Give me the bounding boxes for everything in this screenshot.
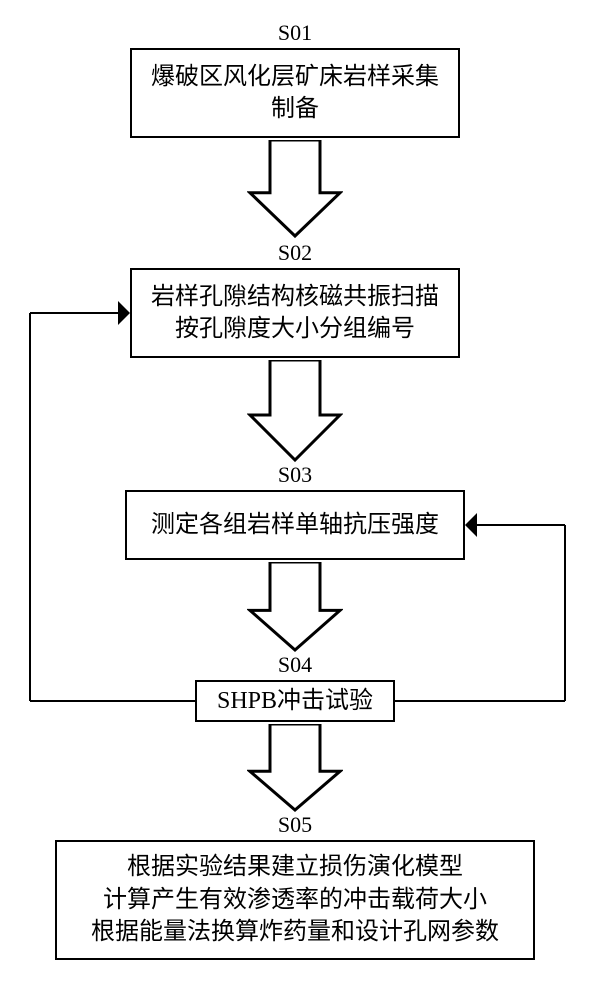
loop-right-seg2: [564, 525, 566, 701]
block-arrow-a3: [247, 562, 343, 653]
step-text-s04: SHPB冲击试验: [217, 685, 373, 717]
block-arrow-a2: [247, 360, 343, 463]
loop-left-seg3: [30, 312, 118, 314]
step-box-s02: 岩样孔隙结构核磁共振扫描按孔隙度大小分组编号: [130, 268, 460, 358]
loop-right-seg3: [477, 524, 565, 526]
step-text-s03: 测定各组岩样单轴抗压强度: [151, 509, 439, 541]
step-text-s01: 爆破区风化层矿床岩样采集制备: [151, 61, 439, 126]
block-arrow-a1: [247, 140, 343, 239]
step-label-s02: S02: [265, 240, 325, 266]
loop-right-seg1: [395, 700, 565, 702]
step-label-s05: S05: [265, 812, 325, 838]
step-box-s05: 根据实验结果建立损伤演化模型计算产生有效渗透率的冲击载荷大小根据能量法换算炸药量…: [55, 840, 535, 960]
step-box-s01: 爆破区风化层矿床岩样采集制备: [130, 48, 460, 138]
step-text-s05: 根据实验结果建立损伤演化模型计算产生有效渗透率的冲击载荷大小根据能量法换算炸药量…: [91, 851, 499, 948]
step-label-s04: S04: [265, 652, 325, 678]
loop-left-seg2: [29, 313, 31, 701]
step-text-s02: 岩样孔隙结构核磁共振扫描按孔隙度大小分组编号: [151, 281, 439, 346]
step-box-s03: 测定各组岩样单轴抗压强度: [125, 490, 465, 560]
step-label-s01: S01: [265, 20, 325, 46]
step-box-s04: SHPB冲击试验: [195, 680, 395, 722]
loop-right-arrowhead: [465, 513, 477, 537]
block-arrow-a4: [247, 724, 343, 813]
loop-left-seg1: [30, 700, 195, 702]
step-label-s03: S03: [265, 462, 325, 488]
loop-left-arrowhead: [118, 301, 130, 325]
